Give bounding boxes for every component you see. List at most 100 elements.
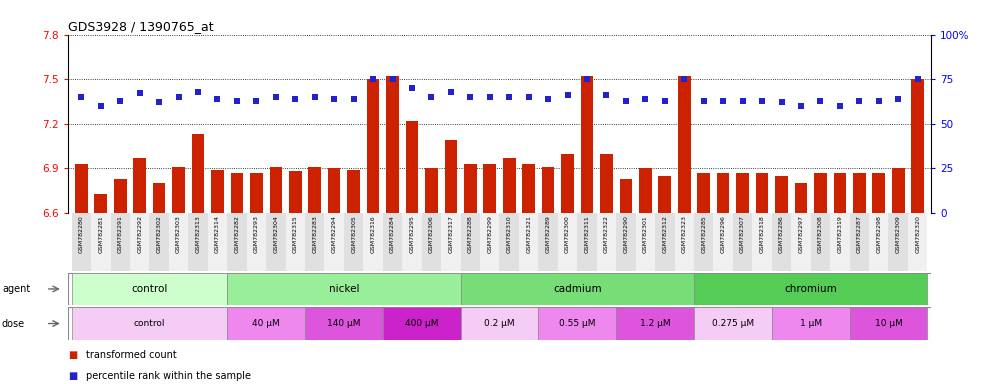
- Bar: [441, 213, 460, 271]
- Bar: [872, 173, 885, 213]
- Text: ■: ■: [68, 350, 77, 360]
- Point: [327, 96, 343, 102]
- Bar: [733, 213, 752, 271]
- Bar: [561, 154, 574, 213]
- Text: 0.2 μM: 0.2 μM: [484, 319, 515, 328]
- Point: [676, 76, 692, 82]
- Bar: [188, 213, 208, 271]
- Text: GSM782316: GSM782316: [371, 215, 375, 253]
- Bar: [227, 307, 305, 340]
- Bar: [542, 167, 555, 213]
- Bar: [72, 307, 227, 340]
- Bar: [736, 173, 749, 213]
- Point: [113, 98, 128, 104]
- Text: cadmium: cadmium: [553, 284, 602, 294]
- Point: [715, 98, 731, 104]
- Point: [209, 96, 225, 102]
- Text: GSM782314: GSM782314: [215, 215, 220, 253]
- Text: GSM782287: GSM782287: [857, 215, 862, 253]
- Text: dose: dose: [2, 318, 25, 329]
- Point: [248, 98, 264, 104]
- Bar: [539, 307, 617, 340]
- Text: GSM782292: GSM782292: [137, 215, 142, 253]
- Bar: [519, 213, 539, 271]
- Text: GDS3928 / 1390765_at: GDS3928 / 1390765_at: [68, 20, 213, 33]
- Text: control: control: [133, 319, 165, 328]
- Point: [618, 98, 633, 104]
- Bar: [191, 134, 204, 213]
- Point: [599, 92, 615, 98]
- Text: GSM782295: GSM782295: [409, 215, 414, 253]
- Text: chromium: chromium: [784, 284, 837, 294]
- Bar: [891, 169, 904, 213]
- Point: [482, 94, 498, 100]
- Point: [151, 99, 167, 106]
- Bar: [658, 176, 671, 213]
- Text: GSM782289: GSM782289: [546, 215, 551, 253]
- Bar: [539, 213, 558, 271]
- Bar: [558, 213, 578, 271]
- Bar: [578, 213, 597, 271]
- Text: GSM782312: GSM782312: [662, 215, 667, 253]
- Text: ■: ■: [68, 371, 77, 381]
- Text: GSM782286: GSM782286: [779, 215, 784, 253]
- Bar: [697, 173, 710, 213]
- Bar: [211, 170, 224, 213]
- Bar: [402, 213, 421, 271]
- Text: 0.275 μM: 0.275 μM: [712, 319, 754, 328]
- Bar: [772, 213, 791, 271]
- Bar: [908, 213, 927, 271]
- Point: [832, 103, 848, 109]
- Text: GSM782281: GSM782281: [99, 215, 104, 253]
- Text: GSM782297: GSM782297: [799, 215, 804, 253]
- Text: GSM782290: GSM782290: [623, 215, 628, 253]
- Point: [871, 98, 886, 104]
- Bar: [72, 273, 227, 305]
- Text: GSM782293: GSM782293: [254, 215, 259, 253]
- Bar: [114, 179, 126, 213]
- Bar: [617, 213, 635, 271]
- Bar: [694, 273, 927, 305]
- Point: [637, 96, 653, 102]
- Bar: [382, 213, 402, 271]
- Point: [813, 98, 829, 104]
- Bar: [328, 169, 341, 213]
- Text: GSM782296: GSM782296: [721, 215, 726, 253]
- Bar: [694, 213, 713, 271]
- Point: [443, 89, 459, 95]
- Bar: [617, 307, 694, 340]
- Point: [521, 94, 537, 100]
- Point: [131, 90, 147, 96]
- Bar: [325, 213, 344, 271]
- Bar: [149, 213, 169, 271]
- Bar: [133, 158, 146, 213]
- Point: [307, 94, 323, 100]
- Bar: [717, 173, 729, 213]
- Text: GSM782298: GSM782298: [876, 215, 881, 253]
- Text: 400 μM: 400 μM: [405, 319, 438, 328]
- Point: [696, 98, 712, 104]
- Bar: [795, 183, 808, 213]
- Bar: [111, 213, 129, 271]
- Bar: [421, 213, 441, 271]
- Point: [579, 76, 595, 82]
- Text: 1 μM: 1 μM: [800, 319, 822, 328]
- Bar: [834, 173, 847, 213]
- Bar: [713, 213, 733, 271]
- Text: GSM782317: GSM782317: [448, 215, 453, 253]
- Point: [287, 96, 303, 102]
- Point: [93, 103, 109, 109]
- Point: [74, 94, 90, 100]
- Text: GSM782301: GSM782301: [642, 215, 647, 253]
- Bar: [888, 213, 908, 271]
- Point: [560, 92, 576, 98]
- Bar: [266, 213, 286, 271]
- Point: [501, 94, 517, 100]
- Text: GSM782310: GSM782310: [507, 215, 512, 253]
- Text: percentile rank within the sample: percentile rank within the sample: [86, 371, 251, 381]
- Text: GSM782294: GSM782294: [332, 215, 337, 253]
- Bar: [95, 194, 108, 213]
- Bar: [460, 307, 539, 340]
- Text: GSM782323: GSM782323: [681, 215, 687, 253]
- Bar: [227, 273, 460, 305]
